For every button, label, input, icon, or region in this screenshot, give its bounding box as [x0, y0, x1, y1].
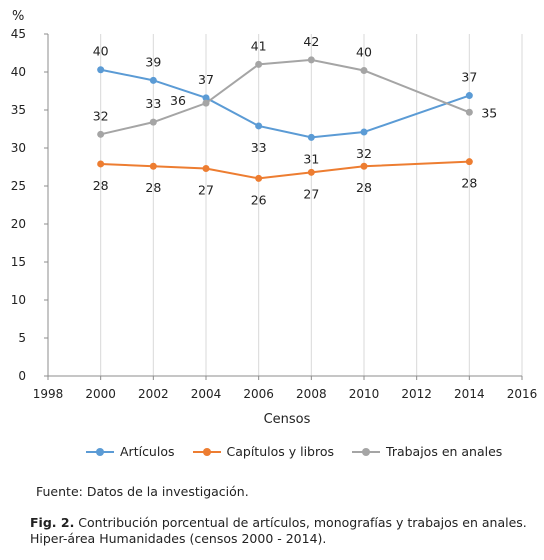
y-axis-ticks: 0 5 10 15 20 25 30 35 40 45	[11, 27, 48, 383]
series-group	[97, 56, 473, 182]
legend-label: Capítulos y libros	[226, 444, 335, 459]
x-tick-label: 2008	[296, 387, 327, 401]
data-point	[202, 99, 210, 107]
data-label: 41	[251, 38, 267, 53]
y-tick-label: 15	[11, 255, 26, 269]
data-point	[360, 66, 368, 74]
y-tick-label: 25	[11, 179, 26, 193]
data-label: 36	[170, 93, 186, 108]
data-label: 40	[356, 44, 372, 59]
y-tick-label: 35	[11, 103, 26, 117]
data-point	[465, 92, 473, 100]
caption-label: Fig. 2.	[30, 515, 75, 530]
x-axis-ticks: 1998 2000 2002 2004 2006 2008 2010 2012 2014 2016	[33, 376, 538, 401]
y-tick-label: 5	[18, 331, 26, 345]
data-label: 33	[251, 140, 267, 155]
data-label: 28	[356, 180, 372, 195]
y-tick-label: 20	[11, 217, 26, 231]
x-tick-label: 2010	[349, 387, 380, 401]
data-point	[149, 118, 157, 126]
y-tick-label: 45	[11, 27, 26, 41]
chart-legend: Artículos Capítulos y libros Trabajos en a…	[86, 444, 502, 459]
grid-lines	[100, 34, 523, 376]
data-label: 42	[303, 34, 319, 49]
data-point	[360, 162, 368, 170]
data-point	[202, 165, 210, 173]
data-label: 32	[356, 146, 372, 161]
data-label: 37	[461, 70, 477, 85]
data-point	[307, 133, 315, 141]
data-point	[360, 128, 368, 136]
data-label: 37	[198, 72, 214, 87]
data-point	[149, 76, 157, 84]
x-tick-label: 2000	[85, 387, 116, 401]
y-tick-label: 40	[11, 65, 26, 79]
x-tick-label: 2012	[401, 387, 432, 401]
y-tick-label: 0	[18, 369, 26, 383]
legend-swatch	[86, 447, 114, 457]
source-note: Fuente: Datos de la investigación.	[36, 484, 249, 499]
data-point	[255, 174, 263, 182]
data-point	[255, 60, 263, 68]
y-tick-label: 10	[11, 293, 26, 307]
data-label: 28	[461, 176, 477, 191]
data-point	[465, 108, 473, 116]
data-label: 26	[251, 192, 267, 207]
legend-item: Artículos	[86, 444, 175, 459]
data-point	[307, 56, 315, 64]
figure-caption: Fig. 2. Contribución porcentual de artíc…	[30, 515, 530, 547]
data-point	[97, 66, 105, 74]
data-point	[255, 122, 263, 130]
data-label: 40	[93, 44, 109, 59]
legend-label: Trabajos en anales	[386, 444, 503, 459]
data-labels: 40 39 37 33 31 32 37 28 28 27 26 27 28 28 32 33 36 41 42 40…	[93, 34, 498, 208]
x-tick-label: 2002	[138, 387, 169, 401]
data-point	[149, 162, 157, 170]
legend-item: Capítulos y libros	[192, 444, 335, 459]
data-label: 28	[145, 180, 161, 195]
legend-item: Trabajos en anales	[352, 444, 502, 459]
data-label: 31	[303, 151, 319, 166]
y-axis-label: %	[12, 9, 24, 24]
data-point	[465, 158, 473, 166]
data-point	[97, 160, 105, 168]
data-label: 33	[145, 96, 161, 111]
caption-text: Contribución porcentual de artículos, mo…	[30, 515, 527, 546]
data-point	[202, 94, 210, 102]
data-label: 35	[481, 105, 497, 120]
x-tick-label: 2004	[191, 387, 222, 401]
data-label: 39	[145, 54, 161, 69]
x-axis-label: Censos	[264, 412, 311, 427]
line-chart: 0 5 10 15 20 25 30 35 40 45 1998 2000 2002 2004 2006 2…	[11, 9, 538, 427]
legend-label: Artículos	[120, 444, 175, 459]
x-tick-label: 2006	[243, 387, 274, 401]
x-tick-label: 1998	[33, 387, 64, 401]
data-label: 28	[93, 178, 109, 193]
x-tick-label: 2016	[507, 387, 538, 401]
data-label: 27	[198, 183, 214, 198]
x-tick-label: 2014	[454, 387, 485, 401]
y-tick-label: 30	[11, 141, 26, 155]
data-label: 32	[93, 108, 109, 123]
legend-swatch	[192, 447, 221, 457]
data-label: 27	[303, 186, 319, 201]
legend-swatch	[352, 447, 381, 457]
axes	[47, 34, 522, 377]
data-point	[97, 130, 105, 138]
data-point	[307, 168, 315, 176]
